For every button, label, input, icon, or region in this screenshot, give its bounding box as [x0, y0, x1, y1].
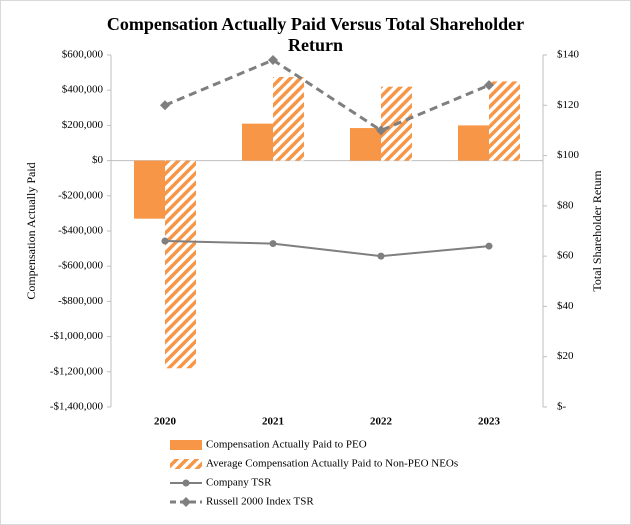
x-tick-label: 2021: [262, 416, 284, 428]
y-tick-label: $600,000: [62, 49, 104, 61]
y-tick-label: -$1,200,000: [50, 365, 104, 377]
marker: [269, 240, 277, 248]
y-tick-label: -$1,000,000: [50, 330, 104, 342]
marker: [160, 100, 170, 111]
bar: [458, 125, 489, 161]
y2-axis-label: Total Shareholder Return: [590, 170, 604, 291]
y2-tick-label: $140: [557, 49, 580, 61]
bar: [134, 160, 165, 219]
legend-swatch: [170, 440, 202, 450]
y2-tick-label: $40: [557, 300, 574, 312]
y-tick-label: -$800,000: [58, 295, 103, 307]
legend-label: Company TSR: [206, 477, 272, 489]
legend-label: Compensation Actually Paid to PEO: [206, 439, 367, 451]
y-tick-label: $200,000: [62, 119, 104, 131]
y2-tick-label: $-: [557, 401, 567, 413]
marker: [484, 80, 494, 91]
marker: [376, 125, 386, 136]
marker: [161, 237, 169, 245]
legend-label: Average Compensation Actually Paid to No…: [206, 458, 458, 470]
bar: [273, 77, 304, 161]
y-axis-label: Compensation Actually Paid: [24, 162, 38, 299]
legend-marker: [181, 497, 191, 507]
line: [164, 58, 490, 133]
bar: [242, 123, 273, 161]
y-tick-label: -$200,000: [58, 189, 103, 201]
bar: [350, 128, 381, 161]
bar: [165, 160, 196, 369]
x-tick-label: 2020: [154, 416, 177, 428]
y-tick-label: -$1,400,000: [50, 401, 104, 413]
y-tick-label: $0: [92, 154, 104, 166]
legend-label: Russell 2000 Index TSR: [206, 496, 314, 508]
legend-marker: [182, 479, 190, 487]
y-tick-label: -$600,000: [58, 260, 103, 272]
legend-swatch: [170, 459, 202, 469]
y-tick-label: $400,000: [62, 84, 104, 96]
line: [164, 240, 490, 258]
chart-title: Compensation Actually Paid Versus Total …: [106, 14, 525, 55]
marker: [268, 55, 278, 66]
y2-tick-label: $80: [557, 199, 574, 211]
y2-tick-label: $100: [557, 149, 580, 161]
bar: [489, 81, 520, 161]
marker: [485, 242, 493, 250]
y2-tick-label: $60: [557, 250, 574, 262]
y2-tick-label: $120: [557, 99, 580, 111]
y-tick-label: -$400,000: [58, 225, 103, 237]
x-tick-label: 2022: [370, 416, 393, 428]
y2-tick-label: $20: [557, 350, 574, 362]
x-tick-label: 2023: [478, 416, 501, 428]
marker: [377, 252, 385, 260]
